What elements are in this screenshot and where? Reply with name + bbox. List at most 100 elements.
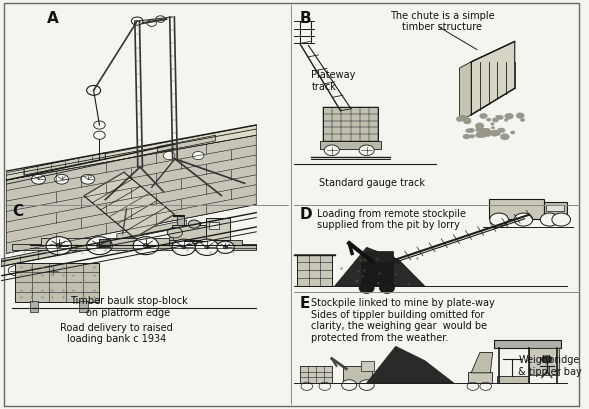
Bar (100, 239, 110, 247)
Circle shape (223, 246, 228, 249)
Text: Stockpile linked to mine by plate-way
Sides of tippler building omitted for
clar: Stockpile linked to mine by plate-way Si… (312, 298, 495, 343)
Bar (361, 361, 373, 371)
Circle shape (514, 213, 532, 226)
Polygon shape (459, 62, 471, 121)
Circle shape (511, 131, 515, 134)
Circle shape (87, 237, 112, 255)
Circle shape (172, 239, 196, 256)
Polygon shape (6, 135, 256, 254)
Bar (297, 256, 332, 286)
Circle shape (490, 213, 508, 226)
Circle shape (359, 380, 374, 390)
Bar (343, 366, 372, 383)
Circle shape (485, 132, 491, 137)
Circle shape (379, 283, 395, 293)
Text: Road delivery to raised
loading bank c 1934: Road delivery to raised loading bank c 1… (61, 323, 173, 344)
Circle shape (540, 213, 559, 226)
Text: Plateway
track: Plateway track (312, 70, 356, 92)
Circle shape (204, 246, 209, 249)
Text: A: A (47, 11, 59, 26)
Text: Timber baulk stop-block
on platform edge: Timber baulk stop-block on platform edge (70, 296, 187, 318)
Circle shape (31, 174, 45, 184)
Bar (494, 340, 561, 348)
Circle shape (463, 134, 470, 139)
Bar (209, 222, 219, 229)
Polygon shape (366, 346, 454, 383)
Circle shape (468, 128, 475, 133)
Bar (530, 348, 560, 375)
Bar (41, 238, 169, 245)
Polygon shape (335, 247, 425, 286)
Circle shape (497, 115, 504, 119)
Circle shape (46, 265, 60, 275)
Circle shape (466, 118, 471, 121)
Circle shape (131, 17, 143, 25)
Bar (545, 204, 564, 211)
Bar (544, 202, 567, 219)
Circle shape (475, 133, 483, 138)
Circle shape (324, 145, 339, 155)
Circle shape (147, 20, 156, 26)
Circle shape (143, 244, 149, 248)
Bar (206, 218, 230, 240)
Circle shape (497, 132, 500, 135)
Circle shape (496, 115, 499, 118)
Bar (320, 141, 381, 148)
Circle shape (491, 126, 495, 129)
Circle shape (492, 118, 499, 122)
Circle shape (301, 382, 313, 390)
Circle shape (552, 213, 571, 226)
Polygon shape (6, 125, 256, 180)
Circle shape (342, 380, 357, 390)
Circle shape (541, 356, 552, 363)
Circle shape (55, 174, 69, 184)
Bar (497, 376, 530, 383)
Bar (300, 366, 332, 383)
Bar (468, 372, 491, 383)
Polygon shape (117, 220, 187, 240)
Circle shape (319, 382, 330, 390)
Circle shape (490, 130, 499, 136)
Circle shape (188, 220, 200, 228)
Polygon shape (471, 353, 492, 373)
Circle shape (480, 382, 491, 390)
Circle shape (464, 119, 471, 124)
Circle shape (359, 145, 374, 155)
Circle shape (193, 151, 204, 160)
Circle shape (467, 382, 479, 390)
Polygon shape (366, 252, 393, 262)
Circle shape (181, 246, 186, 249)
Bar (12, 245, 256, 250)
Polygon shape (361, 262, 393, 286)
Bar (29, 301, 38, 312)
Polygon shape (84, 172, 174, 238)
Circle shape (487, 118, 491, 121)
Bar (323, 107, 378, 142)
Circle shape (8, 265, 22, 275)
Circle shape (466, 129, 471, 133)
Text: E: E (300, 296, 310, 311)
Text: C: C (12, 204, 24, 220)
Circle shape (56, 244, 62, 248)
Bar (169, 240, 241, 245)
Bar (79, 301, 88, 312)
Text: Loading from remote stockpile
supplied from the pit by lorry: Loading from remote stockpile supplied f… (317, 209, 466, 230)
Bar (177, 216, 184, 225)
Bar (169, 237, 173, 240)
Text: D: D (300, 207, 312, 222)
Circle shape (491, 123, 494, 125)
Circle shape (504, 119, 508, 121)
Circle shape (479, 113, 487, 119)
Bar (489, 199, 544, 219)
Circle shape (46, 237, 71, 255)
Circle shape (480, 128, 488, 134)
Circle shape (475, 123, 484, 129)
Circle shape (359, 283, 374, 293)
Circle shape (459, 115, 464, 119)
Circle shape (478, 132, 487, 137)
Polygon shape (157, 135, 216, 152)
Text: B: B (300, 11, 312, 26)
Circle shape (456, 116, 464, 121)
Circle shape (484, 128, 491, 133)
Circle shape (217, 241, 234, 254)
